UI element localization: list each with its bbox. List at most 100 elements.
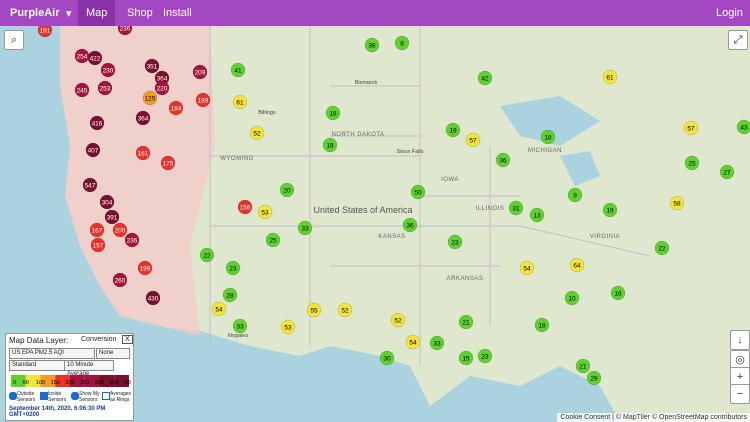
sensor-value: 156 [240,205,251,212]
check-icon[interactable] [102,392,110,400]
sensor-value: 351 [147,64,158,71]
search-button[interactable]: ⌕ [4,30,24,50]
sensor-marker [237,199,253,215]
zoom-out[interactable]: − [730,384,750,404]
conversion-label: Conversion [81,336,117,343]
check-option[interactable]: Show My Sensors [71,391,101,403]
sensor-marker [82,177,98,193]
legend-tick-label: 100 [36,380,45,386]
layer-select[interactable]: US EPA PM2.5 AQI [9,348,95,359]
nav-item[interactable]: Shop [127,7,153,19]
sensor-value: 304 [102,200,113,207]
sensor-marker [100,62,116,78]
sensor-value: 21 [462,320,470,327]
check-icon[interactable] [71,392,79,400]
sensor-marker [232,94,248,110]
sensor-marker [160,155,176,171]
sensor-marker [575,358,591,374]
check-option[interactable]: Averages as Rings [102,391,132,403]
sensor-marker [495,152,511,168]
legend-segment [99,375,115,387]
sensor-marker [394,35,410,51]
sensor-value: 364 [138,116,149,123]
sensor-marker [112,272,128,288]
fullscreen-button[interactable]: ⤢ [728,30,748,50]
mode-select[interactable]: Standard [9,360,65,371]
nav-item[interactable]: Map [78,0,116,26]
sensor-value: 547 [85,183,96,190]
country-label: United States of America [313,205,412,215]
sensor-marker [529,207,545,223]
sensor-value: 52 [253,131,261,138]
state-label: WYOMING [220,156,254,162]
sensor-marker [265,232,281,248]
sensor-value: 53 [261,210,269,217]
info-button[interactable]: ↓ [730,330,750,350]
sensor-value: 58 [673,201,681,208]
average-select[interactable]: 10 Minute Average [64,360,114,377]
sensor-marker [257,204,273,220]
sensor-value: 10 [568,296,576,303]
legend-tick-label: 250 [80,380,89,386]
sensor-value: 18 [538,323,546,330]
sensor-value: 42 [481,76,489,83]
sensor-value: 33 [301,226,309,233]
sensor-marker [602,202,618,218]
sensor-value: 200 [115,228,126,235]
sensor-value: 52 [394,318,402,325]
sensor-value: 236 [127,238,138,245]
city-label: Bismarck [355,80,378,86]
sensor-value: 199 [140,266,151,273]
check-label: Inside Sensors [48,391,67,403]
sensor-value: 31 [512,206,520,213]
sensor-value: 364 [157,76,168,83]
sensor-marker [567,187,583,203]
sensor-value: 184 [171,106,182,113]
sensor-marker [379,350,395,366]
conversion-select[interactable]: None [96,348,130,359]
sensor-marker [232,318,248,334]
check-option[interactable]: Outside Sensors [9,391,39,403]
sensor-value: 254 [77,54,88,61]
sensor-marker [199,247,215,263]
sensor-marker [104,209,120,225]
lake [560,151,600,186]
sensor-marker [322,137,338,153]
sensor-value: 41 [234,68,242,75]
sensor-value: 8 [400,41,404,48]
sensor-value: 36 [406,223,414,230]
legend-segment [25,375,41,387]
map[interactable]: United States of America WYOMING NORTH DAK… [0,26,750,422]
sensor-value: 16 [614,291,622,298]
check-icon[interactable] [9,392,17,400]
sensor-value: 260 [115,278,126,285]
sensor-marker [465,132,481,148]
sensor-value: 57 [687,126,695,133]
check-option[interactable]: Inside Sensors [40,391,70,403]
brand[interactable]: PurpleAir [10,7,60,19]
sensor-marker [225,260,241,276]
check-icon[interactable] [40,392,48,400]
sensor-value: 38 [368,43,376,50]
legend-tick-label: 0 [13,380,16,386]
dropdown[interactable]: ▾ [66,8,72,20]
sensor-marker [222,287,238,303]
legend-segment [84,375,100,387]
sensor-value: 391 [107,215,118,222]
sensor-value: 22 [658,246,666,253]
sensor-value: 191 [40,28,51,35]
sensor-value: 52 [341,308,349,315]
sensor-marker [602,69,618,85]
sensor-value: 29 [590,376,598,383]
login[interactable]: Login [716,7,743,19]
legend-segment [55,375,70,387]
close-button[interactable]: X [122,335,133,344]
state-label: VIRGINIA [590,234,620,240]
sensor-value: 416 [92,121,103,128]
sensor-value: 407 [88,148,99,155]
nav-item[interactable]: Install [163,7,192,19]
sensor-value: 220 [157,86,168,93]
sensor-value: 19 [606,208,614,215]
sensor-value: 61 [606,75,614,82]
